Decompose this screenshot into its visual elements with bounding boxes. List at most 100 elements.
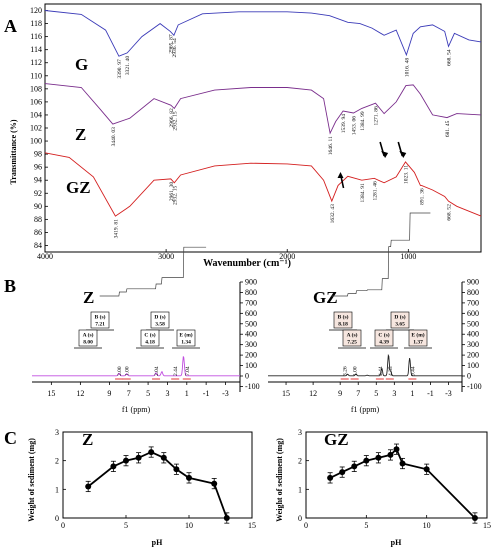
integral-curve [99,246,207,297]
assignment-box [90,311,110,329]
y-tick-label: 100 [467,361,479,370]
assignment-box [176,329,196,347]
assignment-label: B (s) [338,314,349,321]
y-tick-label: 94 [34,176,42,185]
c-title-gz: GZ [324,430,349,449]
integral-value: 2.00 [117,366,123,376]
c-title-z: Z [82,430,93,449]
integral-value: 1.00 [125,366,131,376]
panel-label-a: A [4,16,17,36]
y-tick-label: 600 [467,309,479,318]
assignment-shift: 8.18 [338,322,348,328]
assignment-box [374,329,394,347]
arrow-head [399,151,407,158]
peak-label: 3321. 40 [125,56,131,76]
y-tick-label: 700 [245,298,257,307]
plot-frame [305,431,488,519]
series-line-z [44,83,482,135]
data-point [123,457,129,464]
x-tick-label: -3 [445,389,452,398]
x-tick-label: 0 [304,521,308,530]
peak-label: 1453. 06 [352,116,358,136]
assignment-boxes: B (s)7.21A (s)8.00 D (s)3.58C (s)4.18 E (m… [74,311,200,349]
x-axis-label: Wavenumber (cm⁻¹) [203,258,291,269]
x-tick-label: 4000 [37,252,53,261]
c-x-label: pH [391,538,402,547]
nmr-z: Z 15 12 9 7 5 3 1 -1 -39008007006005004003002001… [32,246,260,414]
arrows [337,141,407,189]
nmr-x-label: f1 (ppm) [351,405,380,414]
data-point [339,469,346,476]
data-point [211,480,218,487]
y-tick-label: 102 [30,124,42,133]
y-tick-label: 500 [467,319,479,328]
data-line [329,447,476,519]
x-tick-label: 5 [124,521,128,530]
x-tick-label: 12 [309,389,317,398]
panel-label-b: B [4,276,16,296]
y-tick-label: 98 [34,150,42,159]
y-tick-label: 100 [245,361,257,370]
peak-label: 1384. 99 [360,111,366,130]
integral-value: 2.44 [173,366,179,376]
x-tick-label: 1000 [400,252,416,261]
y-tick-label: 90 [34,202,42,211]
data-point [148,449,155,456]
arrow-head [337,172,344,178]
plot-frame [62,431,253,519]
x-tick-label: 9 [107,389,111,398]
assignment-shift: 3.65 [395,322,405,328]
data-point [186,474,192,481]
x-tick-label: 1 [410,389,414,398]
nmr-title-gz: GZ [313,288,338,307]
assignment-box [140,329,160,347]
peak-label: 1646. 11 [328,136,334,155]
peak-label: 2966. 82 [169,108,175,128]
series-label-gz: GZ [66,178,91,197]
assignment-boxes: B (s)8.18 A (s)7.25 D (s)3.65 C (s)4.39 E (m… [329,311,432,349]
data-point [387,451,394,458]
y-tick-label: 0 [298,514,302,523]
peak-label: 3390. 97 [117,59,123,78]
nmr-panel: B Z 15 12 9 7 5 3 1 -1 -390080070060050040030020… [4,212,482,414]
arrow-head [381,151,389,158]
y-tick-label: 300 [467,340,479,349]
x-tick-label: 12 [76,389,84,398]
data-point [363,457,370,464]
spectrum-line [32,356,240,377]
x-tick-label: 3 [392,389,396,398]
integral-value: 4.35 [388,366,394,376]
y-tick-label: -100 [467,382,482,391]
x-tick-label: 15 [282,389,290,398]
peak-label: 3440. 03 [111,127,117,147]
y-tick-label: 110 [30,71,42,80]
c-y-label: Weight of sediment (mg) [275,438,284,522]
integral-curve [331,212,431,297]
data-point [223,515,230,521]
y-tick-label: 92 [34,189,42,198]
x-tick-label: 15 [47,389,55,398]
y-tick-label: 400 [245,330,257,339]
data-point [423,466,430,473]
data-point [135,454,142,461]
x-tick-label: 10 [423,521,431,530]
integral-value: 3.26 [343,366,349,376]
assignment-shift: 1.37 [413,340,423,346]
assignment-label: A (s) [347,332,358,339]
data-point [351,463,358,470]
panel-label-c: C [4,428,17,448]
peak-label: 2932. 15 [172,186,178,206]
sediment-gz: Weight of sediment (mg) GZ 0 5 10 15 0 1 2 3 pH [275,428,491,547]
assignment-box [78,329,98,347]
assignment-box [408,329,428,347]
series-line-gz [44,152,482,217]
peak-label: 891. 36 [420,188,426,205]
c-x-label: pH [152,538,163,547]
y-tick-label: 600 [245,309,257,318]
integral-value: 2.04 [154,366,160,376]
y-tick-label: 108 [30,84,42,93]
y-tick-label: 0 [467,372,471,381]
data-line [85,446,230,524]
